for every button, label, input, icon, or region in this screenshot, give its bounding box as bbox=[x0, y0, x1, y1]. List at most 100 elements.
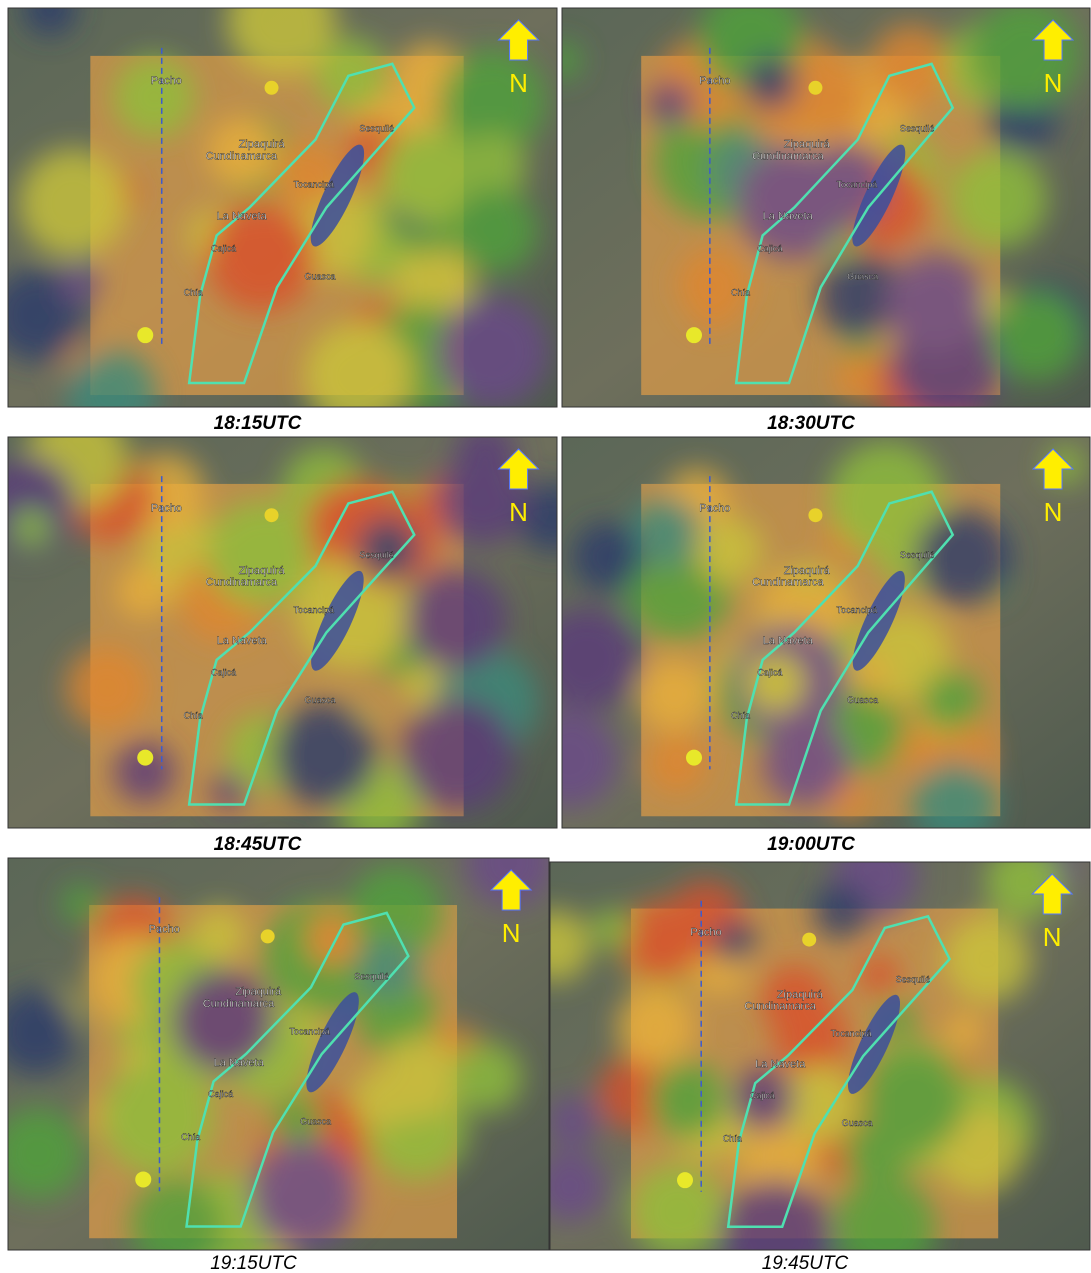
echo bbox=[405, 568, 507, 670]
echo bbox=[546, 1095, 598, 1147]
caption: 19:45UTC bbox=[762, 1253, 849, 1273]
north-label: N bbox=[502, 918, 521, 948]
echo bbox=[60, 263, 99, 302]
caption: 18:15UTC bbox=[214, 413, 302, 434]
caption: 18:45UTC bbox=[214, 834, 302, 855]
marker bbox=[265, 81, 279, 95]
echo bbox=[304, 322, 412, 430]
place-label: Cajicá bbox=[211, 243, 236, 253]
marker bbox=[677, 1172, 693, 1188]
echo bbox=[991, 291, 1082, 382]
echo bbox=[944, 916, 1030, 1002]
page: PachoCundinamarcaZipaquiráLa NavetaChíaS… bbox=[0, 0, 1091, 1273]
place-label: Chía bbox=[181, 1132, 200, 1142]
echo bbox=[813, 883, 868, 938]
marker bbox=[137, 327, 153, 343]
echo bbox=[617, 988, 695, 1066]
place-label: Pacho bbox=[149, 923, 180, 935]
place-label: Cajicá bbox=[211, 668, 236, 678]
map-panel: PachoCundinamarcaZipaquiráLa NavetaChíaS… bbox=[544, 0, 1091, 441]
place-label: Sesquilé bbox=[896, 974, 931, 984]
place-label: Pacho bbox=[151, 502, 182, 514]
echo bbox=[762, 719, 850, 807]
place-label: Cundinamarca bbox=[744, 1000, 816, 1012]
echo bbox=[357, 939, 418, 1000]
north-label: N bbox=[509, 497, 528, 527]
map-layers: PachoCundinamarcaZipaquiráLa NavetaChíaS… bbox=[544, 0, 1091, 441]
place-label: La Naveta bbox=[763, 210, 814, 222]
echo bbox=[871, 25, 950, 104]
echo bbox=[66, 646, 148, 728]
place-label: Chía bbox=[731, 287, 750, 297]
marker bbox=[808, 508, 822, 522]
place-label: Guasca bbox=[847, 695, 878, 705]
place-label: Sesquilé bbox=[900, 550, 935, 560]
echo bbox=[697, 518, 763, 584]
place-label: La Naveta bbox=[217, 635, 268, 647]
place-label: Chía bbox=[723, 1133, 742, 1143]
place-label: Tocancipá bbox=[837, 180, 878, 190]
echo bbox=[649, 81, 693, 125]
place-label: La Naveta bbox=[755, 1059, 806, 1071]
echo bbox=[452, 188, 538, 274]
echo bbox=[638, 658, 711, 731]
place-label: Zipaquirá bbox=[239, 139, 286, 151]
caption: 19:00UTC bbox=[767, 834, 855, 855]
place-label: Pacho bbox=[699, 75, 730, 87]
place-label: Tocancipá bbox=[293, 605, 334, 615]
place-label: Pacho bbox=[690, 927, 721, 939]
place-label: Cundinamarca bbox=[752, 577, 824, 589]
echo bbox=[743, 56, 798, 111]
marker bbox=[808, 81, 822, 95]
place-label: Guasca bbox=[847, 271, 878, 281]
marker bbox=[686, 327, 702, 343]
place-label: Zipaquirá bbox=[777, 989, 824, 1001]
caption: 19:15UTC bbox=[210, 1253, 297, 1273]
place-label: Sesquilé bbox=[359, 124, 394, 134]
echo bbox=[945, 1013, 983, 1051]
figure: PachoCundinamarcaZipaquiráLa NavetaChíaS… bbox=[0, 0, 1091, 1273]
echo bbox=[746, 653, 805, 712]
place-label: La Naveta bbox=[214, 1057, 265, 1069]
echo bbox=[887, 253, 986, 352]
place-label: Zipaquirá bbox=[784, 565, 831, 577]
echo bbox=[437, 296, 549, 408]
marker bbox=[261, 929, 275, 943]
place-label: Tocancipá bbox=[293, 180, 334, 190]
place-label: Chía bbox=[184, 711, 203, 721]
marker bbox=[686, 750, 702, 766]
echo bbox=[273, 702, 377, 806]
place-label: La Naveta bbox=[763, 635, 814, 647]
marker bbox=[265, 508, 279, 522]
place-label: Cundinamarca bbox=[206, 577, 278, 589]
place-label: Cajicá bbox=[750, 1091, 775, 1101]
echo bbox=[912, 761, 998, 847]
echo bbox=[949, 150, 1047, 248]
echo bbox=[66, 349, 156, 439]
place-label: Pacho bbox=[151, 75, 182, 87]
echo bbox=[835, 353, 882, 400]
place-label: Guasca bbox=[304, 271, 335, 281]
map-layers: Pacho CundinamarcaZipaquirá La Naveta Chía S… bbox=[519, 832, 1090, 1273]
place-label: Tocancipá bbox=[837, 605, 878, 615]
echo bbox=[12, 509, 50, 547]
echo bbox=[207, 501, 314, 608]
echo bbox=[678, 249, 751, 322]
place-label: Cajicá bbox=[757, 243, 782, 253]
place-label: Cundinamarca bbox=[206, 151, 278, 163]
echo bbox=[592, 909, 632, 949]
place-label: Cajicá bbox=[208, 1089, 233, 1099]
place-label: Guasca bbox=[304, 695, 335, 705]
marker bbox=[802, 933, 816, 947]
echo bbox=[250, 1141, 359, 1250]
place-label: Zipaquirá bbox=[239, 565, 286, 577]
marker bbox=[135, 1171, 151, 1187]
